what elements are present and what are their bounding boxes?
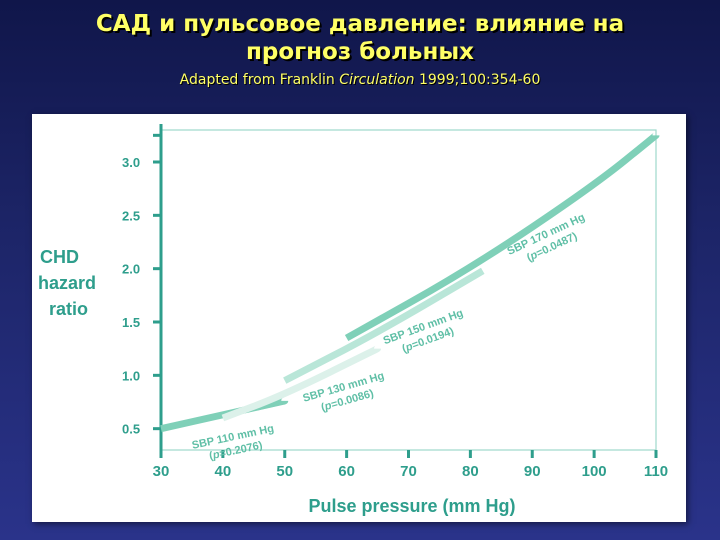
series-lines bbox=[160, 132, 659, 433]
y-axis-ticks bbox=[153, 133, 161, 431]
x-tick-label: 80 bbox=[462, 463, 479, 480]
y-tick-label: 2.5 bbox=[122, 208, 140, 223]
y-tick-label: 3.0 bbox=[122, 155, 140, 170]
y-tick-label: 2.0 bbox=[122, 262, 140, 277]
series-label: SBP 150 mm Hg(p=0.0194) bbox=[382, 307, 465, 355]
slide-title-line-2: прогноз больных bbox=[245, 39, 474, 65]
y-tick-label: 1.0 bbox=[122, 368, 140, 383]
x-tick-label: 100 bbox=[582, 463, 607, 480]
x-tick-label: 30 bbox=[153, 463, 170, 480]
chd-hazard-chart: 0.51.01.52.02.53.0 30 40 50 60 70 80 90 100 110 … bbox=[38, 124, 668, 516]
plot-frame bbox=[160, 129, 657, 451]
y-axis-labels: 0.5 1.0 1.5 2.0 2.5 3.0 bbox=[122, 155, 140, 437]
slide-header: САД и пульсовое давление: влияние на про… bbox=[0, 0, 720, 112]
x-axis-label: Pulse pressure (mm Hg) bbox=[308, 496, 515, 516]
chart-panel: 0.5 1.0 1.5 2.0 2.5 3.0 30 40 50 60 70 80 90 100 110 … bbox=[32, 114, 686, 522]
y-axis-label-line-3: ratio bbox=[49, 299, 88, 319]
citation-suffix: 1999;100:354-60 bbox=[414, 72, 541, 88]
y-axis-label-line-2: hazard bbox=[38, 273, 96, 293]
x-tick-label: 90 bbox=[524, 463, 541, 480]
x-tick-label: 110 bbox=[644, 463, 668, 480]
series-line bbox=[221, 345, 380, 422]
citation-journal: Circulation bbox=[339, 72, 415, 88]
x-axis-labels: 30 40 50 60 70 80 90 100 110 bbox=[153, 463, 668, 480]
series-label: SBP 110 mm Hg(p=0.2076) bbox=[191, 423, 275, 463]
y-axis-label-line-1: CHD bbox=[40, 247, 79, 267]
slide-title-line-1: САД и пульсовое давление: влияние на bbox=[95, 11, 625, 37]
series-line bbox=[283, 267, 485, 384]
series-labels: SBP 110 mm Hg(p=0.2076)SBP 130 mm Hg(p=0… bbox=[191, 211, 587, 463]
x-tick-label: 40 bbox=[215, 463, 232, 480]
y-tick-label: 0.5 bbox=[122, 422, 140, 437]
series-label: SBP 170 mm Hg(p=0.0487) bbox=[505, 211, 586, 264]
series-line bbox=[344, 132, 659, 342]
x-tick-label: 60 bbox=[338, 463, 355, 480]
x-tick-label: 50 bbox=[276, 463, 293, 480]
x-axis-ticks bbox=[159, 450, 658, 458]
citation: Adapted from Franklin Circulation 1999;1… bbox=[0, 72, 720, 88]
x-tick-label: 70 bbox=[400, 463, 417, 480]
citation-prefix: Adapted from Franklin bbox=[179, 72, 340, 88]
y-tick-label: 1.5 bbox=[122, 315, 140, 330]
